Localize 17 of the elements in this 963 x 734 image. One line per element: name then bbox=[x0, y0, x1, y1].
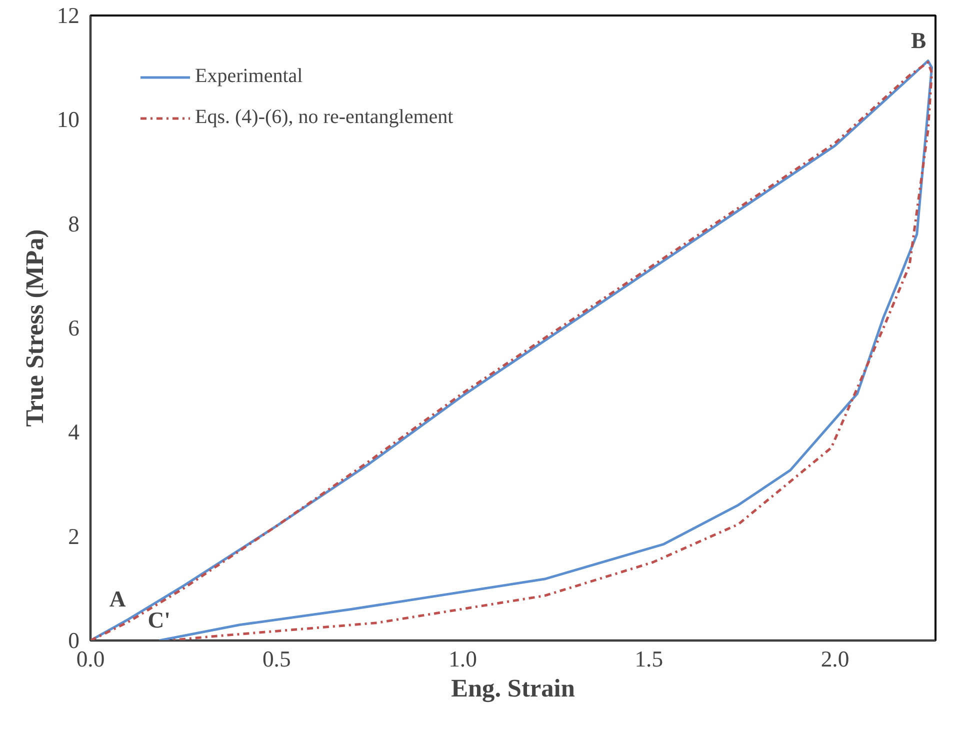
y-axis-title: True Stress (MPa) bbox=[20, 229, 49, 427]
legend-label: Eqs. (4)-(6), no re-entanglement bbox=[195, 106, 454, 129]
x-tick-label: 2.0 bbox=[820, 646, 850, 672]
y-tick-label: 4 bbox=[68, 420, 80, 445]
x-tick-label: 0.5 bbox=[262, 646, 291, 672]
annotation: C' bbox=[148, 608, 170, 632]
y-tick-label: 8 bbox=[68, 211, 80, 236]
annotation: B bbox=[910, 28, 926, 53]
x-tick-label: 1.0 bbox=[448, 646, 477, 672]
y-tick-label: 2 bbox=[68, 524, 80, 549]
y-tick-label: 12 bbox=[56, 3, 80, 28]
x-tick-label: 1.5 bbox=[634, 646, 664, 672]
y-tick-label: 10 bbox=[56, 107, 80, 132]
x-axis-title: Eng. Strain bbox=[451, 674, 575, 702]
legend-label: Experimental bbox=[195, 65, 303, 88]
annotation: A bbox=[109, 586, 126, 612]
y-tick-label: 6 bbox=[68, 316, 80, 340]
